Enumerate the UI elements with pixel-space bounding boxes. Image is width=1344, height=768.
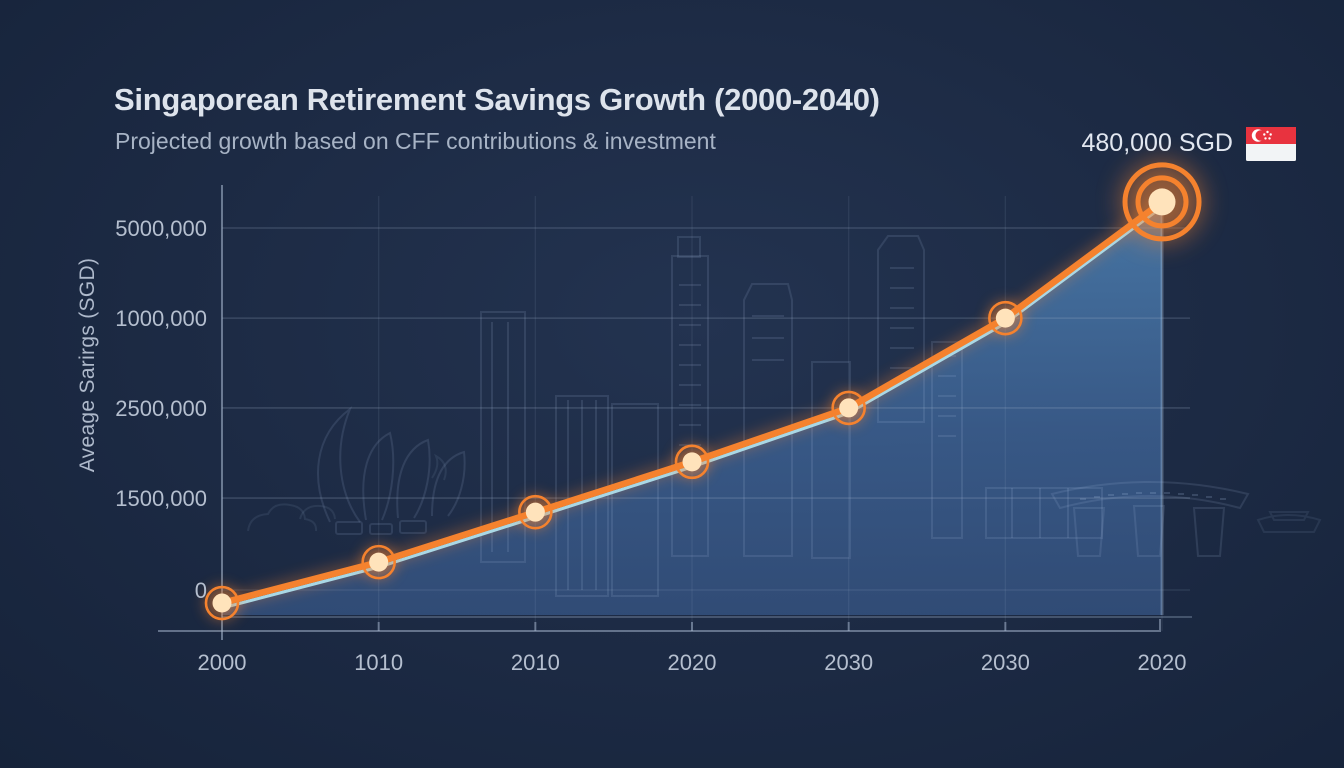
x-tick-label: 2010 xyxy=(511,650,560,675)
data-points xyxy=(204,161,1203,621)
data-point xyxy=(831,390,866,426)
x-tick-label: 1010 xyxy=(354,650,403,675)
y-tick-label: 1500,000 xyxy=(115,486,207,511)
x-axis-tick-labels: 2000 1010 2010 2020 2030 2030 2020 xyxy=(198,650,1187,675)
page-title: Singaporean Retirement Savings Growth (2… xyxy=(114,82,880,117)
y-tick-label: 5000,000 xyxy=(115,216,207,241)
highlighted-data-point xyxy=(1122,161,1203,242)
x-tick-label: 2030 xyxy=(824,650,873,675)
x-tick-label: 2020 xyxy=(1138,650,1187,675)
singapore-flag-icon xyxy=(1246,127,1296,161)
final-value-label: 480,000 SGD xyxy=(1081,129,1234,157)
x-tick-label: 2030 xyxy=(981,650,1030,675)
data-point xyxy=(361,544,396,580)
area-fill xyxy=(222,205,1164,615)
page-subtitle: Projected growth based on CFF contributi… xyxy=(115,128,716,154)
data-point xyxy=(204,585,240,621)
data-point xyxy=(988,300,1023,336)
y-tick-label: 0 xyxy=(195,578,207,603)
y-tick-label: 1000,000 xyxy=(115,306,207,331)
y-axis-title: Aveage Sarirgs (SGD) xyxy=(76,257,99,473)
data-point xyxy=(518,494,553,530)
chart-axes xyxy=(158,185,1192,640)
x-tick-label: 2020 xyxy=(668,650,717,675)
x-tick-label: 2000 xyxy=(198,650,247,675)
y-tick-label: 2500,000 xyxy=(115,396,207,421)
singapore-skyline-background xyxy=(247,235,1322,597)
data-point xyxy=(674,444,710,480)
y-axis-tick-labels: 5000,000 1000,000 2500,000 1500,000 0 xyxy=(115,216,207,603)
